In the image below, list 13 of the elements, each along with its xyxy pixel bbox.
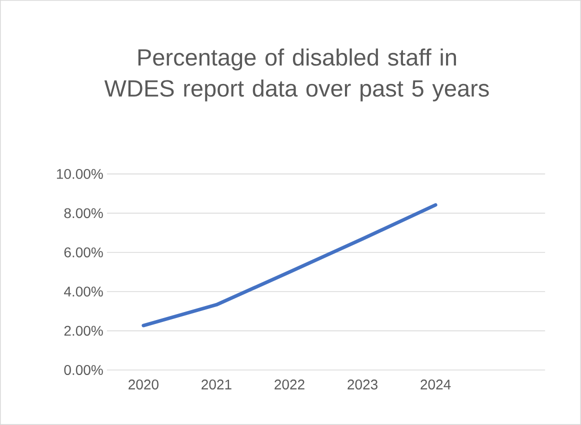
y-tick-label: 4.00% <box>64 286 103 297</box>
y-tick-label: 0.00% <box>64 365 103 376</box>
y-tick-label: 6.00% <box>64 247 103 258</box>
y-tick-label: 10.00% <box>56 169 103 179</box>
chart-title: Percentage of disabled staff in WDES report data over past 5 years <box>104 48 489 102</box>
x-tick-label: 2024 <box>420 380 451 390</box>
y-tick-label: 2.00% <box>64 326 103 336</box>
x-tick-label: 2021 <box>202 380 232 390</box>
x-tick-label: 2022 <box>274 380 304 390</box>
x-tick-label: 2023 <box>348 380 378 390</box>
x-tick-label: 2020 <box>128 380 158 390</box>
y-tick-label: 8.00% <box>64 208 103 218</box>
line-series <box>142 203 438 328</box>
